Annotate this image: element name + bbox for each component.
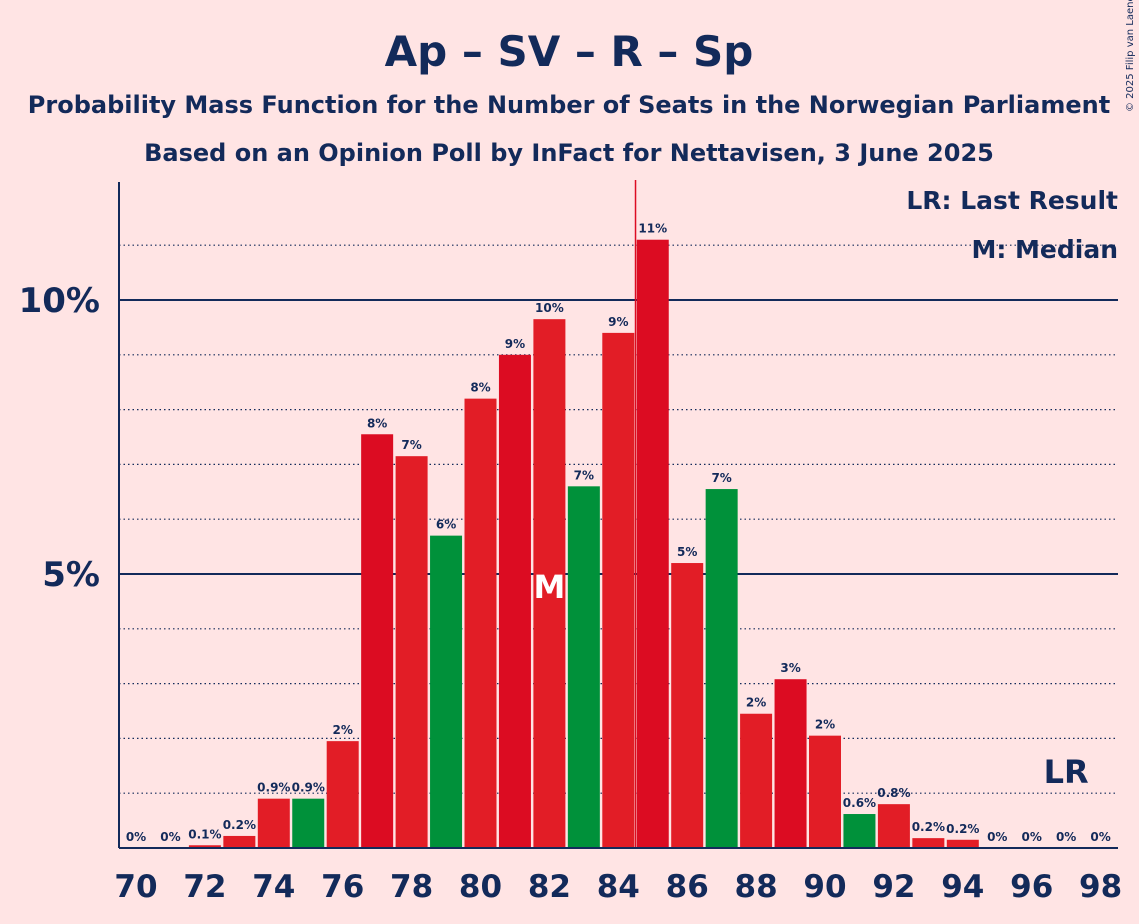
x-tick-label: 74: [252, 869, 295, 905]
bar-value-label: 7%: [711, 471, 731, 485]
bar: [567, 486, 600, 848]
bar: [395, 456, 428, 848]
chart-title: Ap – SV – R – Sp: [385, 27, 754, 76]
bar-value-label: 9%: [505, 337, 525, 351]
bar-value-label: 0%: [987, 830, 1007, 844]
bar: [946, 839, 979, 848]
axes: [118, 182, 1118, 849]
x-tick-label: 76: [321, 869, 364, 905]
bar: [705, 489, 738, 848]
chart-subtitle: Probability Mass Function for the Number…: [28, 91, 1110, 119]
bar-value-label: 2%: [333, 723, 353, 737]
bar: [809, 735, 841, 848]
x-tick-label: 90: [803, 869, 846, 905]
bar-value-label: 0.9%: [257, 781, 290, 795]
legend-median: M: Median: [971, 235, 1118, 264]
bar-value-label: 10%: [535, 301, 564, 315]
bar-value-label: 0.9%: [292, 781, 325, 795]
bar: [498, 354, 531, 848]
bar: [326, 741, 359, 848]
bar: [912, 838, 945, 848]
bar-value-label: 11%: [638, 222, 667, 236]
y-tick-labels: 5% 10%: [19, 281, 100, 595]
median-marker: M: [533, 568, 565, 606]
copyright-notice: © 2025 Filip van Laenen: [1125, 0, 1136, 112]
bar-value-label: 0%: [126, 830, 146, 844]
bars: [188, 239, 979, 849]
x-tick-label: 88: [735, 869, 778, 905]
x-tick-label: 82: [528, 869, 571, 905]
bar-value-label: 5%: [677, 545, 697, 559]
bar-value-label: 6%: [436, 518, 456, 532]
bar-value-label: 0%: [1022, 830, 1042, 844]
bar-value-label: 2%: [746, 696, 766, 710]
overlays: M LR: [533, 180, 1089, 848]
x-tick-label: 72: [183, 869, 226, 905]
bar: [740, 713, 773, 848]
bar-value-label: 0%: [1056, 830, 1076, 844]
x-tick-labels: 70 72 74 76 78 80 82 84 86 88 90 92 94 96 98: [114, 869, 1122, 905]
x-tick-label: 92: [872, 869, 915, 905]
bar: [257, 798, 290, 848]
bar: [671, 563, 704, 848]
bar-value-label: 7%: [574, 468, 594, 482]
x-tick-label: 86: [666, 869, 709, 905]
bar: [464, 398, 497, 848]
bar-value-label: 0%: [1090, 830, 1110, 844]
bar-value-label: 9%: [608, 315, 628, 329]
bar: [188, 845, 221, 848]
bar: [430, 535, 463, 848]
y-tick-label: 10%: [19, 281, 100, 321]
x-tick-label: 94: [941, 869, 984, 905]
bar: [877, 804, 910, 848]
bar-value-label: 0.8%: [877, 786, 910, 800]
bar-value-label: 7%: [401, 438, 421, 452]
bar: [636, 239, 669, 849]
bar: [774, 679, 807, 848]
x-tick-label: 70: [114, 869, 157, 905]
bar: [602, 332, 635, 848]
bar: [843, 814, 876, 848]
bar-value-label: 0.1%: [188, 827, 221, 841]
bar: [292, 798, 325, 848]
bar: [533, 319, 566, 848]
bar-value-label: 0.6%: [843, 796, 876, 810]
bar-labels: 0% 0% 0.1%0.2%0.9% 0.9%2%8%7%6%8%9%10%7%9%1…: [126, 222, 1111, 844]
bar-value-label: 3%: [780, 661, 800, 675]
legend-last-result: LR: Last Result: [906, 186, 1118, 215]
bar-value-label: 0.2%: [946, 822, 979, 836]
bar-value-label: 8%: [470, 381, 490, 395]
bar-value-label: 8%: [367, 416, 387, 430]
last-result-marker: LR: [1044, 753, 1089, 791]
x-tick-label: 78: [390, 869, 433, 905]
x-tick-label: 96: [1010, 869, 1053, 905]
bar: [361, 434, 394, 848]
y-tick-label: 5%: [42, 555, 100, 595]
x-tick-label: 80: [459, 869, 502, 905]
bar: [223, 835, 256, 848]
bar-value-label: 0.2%: [223, 818, 256, 832]
bar-value-label: 0.2%: [912, 820, 945, 834]
bar-value-label: 2%: [815, 718, 835, 732]
bar-value-label: 0%: [160, 830, 180, 844]
x-tick-label: 84: [597, 869, 640, 905]
x-tick-label: 98: [1079, 869, 1122, 905]
chart-subtitle-source: Based on an Opinion Poll by InFact for N…: [144, 139, 994, 167]
